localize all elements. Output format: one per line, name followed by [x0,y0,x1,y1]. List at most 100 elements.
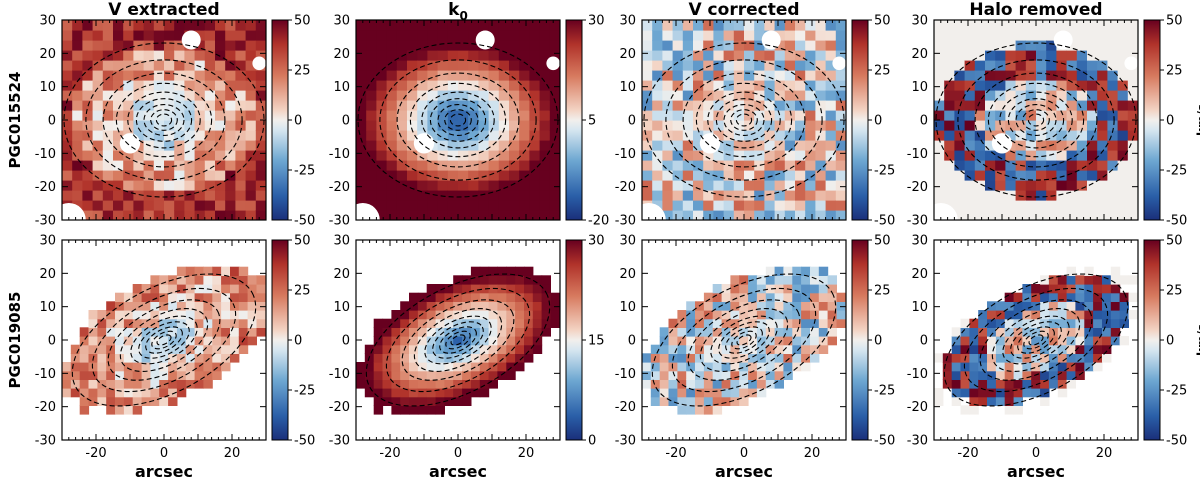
map-cell [132,284,143,294]
map-cell [72,80,83,91]
isophote [429,98,487,142]
map-cell [960,327,970,337]
map-cell [470,388,481,398]
map-cell [153,70,165,81]
isophote [421,91,495,149]
map-cell [524,284,534,294]
map-cell [168,284,178,294]
map-cell [478,200,490,211]
map-cell [498,130,510,141]
map-cell [123,120,134,131]
map-cell [400,362,410,372]
map-cell [356,90,367,101]
map-cell [529,110,541,121]
map-cell [784,200,796,211]
isophote [135,98,193,142]
map-cell [1110,327,1121,337]
map-cell [215,40,226,51]
map-cell [974,100,986,111]
map-cell [174,210,185,220]
map-cell [1097,190,1108,201]
isophote [718,321,770,359]
map-cell [652,90,663,101]
map-cell [212,362,222,372]
map-cell [1015,50,1027,61]
map-cell [792,327,802,337]
map-cell [356,180,367,191]
map-cell [951,353,962,363]
map-cell [754,130,765,141]
map-cell [756,379,767,389]
map-cell [225,30,236,41]
map-cell [215,90,226,101]
map-cell [748,292,758,302]
map-cell [703,353,714,363]
map-cell [174,200,185,211]
map-cell [133,160,145,171]
map-cell [1128,275,1138,285]
map-cell [549,140,560,151]
map-cell [1005,50,1017,61]
map-cell [1004,353,1015,363]
map-cell [212,353,222,363]
map-cell [532,292,543,302]
map-cell [1117,70,1129,81]
map-cell [478,20,490,31]
map-cell [82,50,94,61]
map-cell [225,130,236,141]
map-cell [1107,140,1119,151]
map-cell [498,200,510,211]
map-cell [995,310,1006,320]
map-cell [478,50,490,61]
map-cell [549,50,560,61]
map-cell [479,362,490,372]
map-cell [92,140,104,151]
map-cell [133,200,145,211]
map-cell [417,100,428,111]
map-cell [695,388,705,398]
x-axis-label: arcsec [1007,462,1065,480]
map-cell [642,362,652,372]
map-cell [1056,20,1068,31]
map-cell [515,336,525,346]
map-cell [744,30,755,41]
map-cell [765,344,776,354]
map-cell [1056,90,1068,101]
map-cell [97,344,107,354]
map-cell [835,90,846,101]
map-cell [498,90,510,101]
map-cell [132,336,143,346]
map-cell [356,50,367,61]
map-cell [1040,284,1050,294]
map-cell [739,284,749,294]
map-cell [1093,336,1103,346]
map-cell [235,60,247,71]
map-cell [373,318,384,328]
map-cell [810,284,820,294]
map-cell [417,80,428,91]
map-cell [805,40,816,51]
map-cell [435,362,445,372]
map-cell [366,70,377,81]
map-cell [783,336,793,346]
colorbar-tick-label: 0 [294,334,302,349]
isophote [736,334,752,346]
map-cell [92,150,104,161]
y-tick-label: -20 [907,400,928,415]
map-cell [1015,200,1027,211]
map-cell [934,80,945,91]
map-cell [784,90,796,101]
map-cell [364,362,375,372]
map-cell [176,275,187,285]
map-cell [400,353,410,363]
map-cell [386,120,398,131]
colorbar-tick-label: 0 [294,114,302,129]
map-cell [194,301,204,311]
map-cell [739,379,749,389]
map-cell [194,310,204,320]
map-cell [730,379,740,389]
map-cell [479,275,490,285]
map-cell [238,266,249,276]
map-cell [1107,60,1119,71]
masked-star [934,203,958,220]
